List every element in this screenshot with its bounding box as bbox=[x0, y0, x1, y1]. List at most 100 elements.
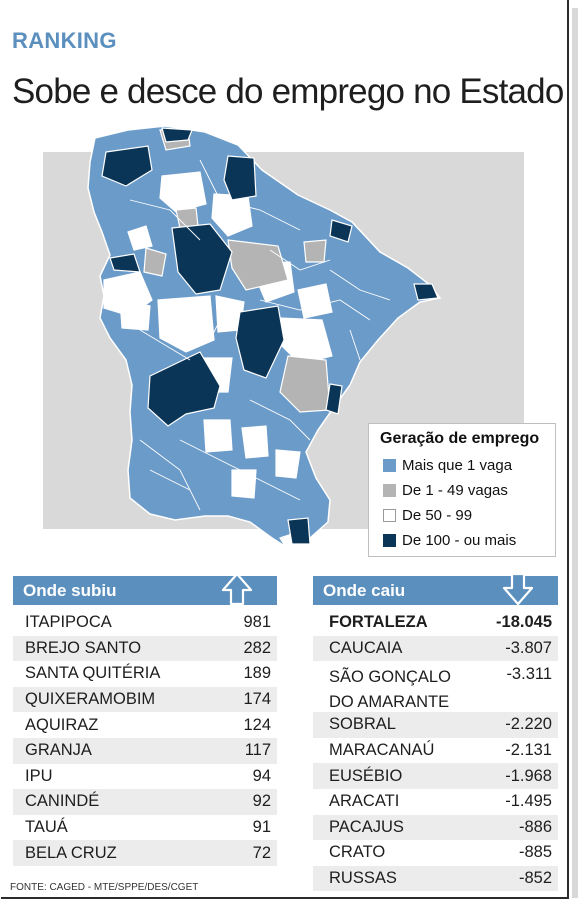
ranking-row: CANINDÉ 92 bbox=[13, 789, 277, 815]
city-name: QUIXERAMOBIM bbox=[25, 690, 156, 709]
map-legend: Geração de emprego Mais que 1 vaga De 1 … bbox=[368, 423, 556, 557]
city-value: 94 bbox=[252, 766, 271, 785]
onde-caiu-panel: Onde caiu FORTALEZA -18.045 CAUCAIA -3.807… bbox=[313, 572, 558, 892]
city-value: 117 bbox=[244, 741, 271, 760]
city-name: BELA CRUZ bbox=[25, 843, 117, 862]
city-value: -2.131 bbox=[505, 741, 552, 760]
ranking-row: SANTA QUITÉRIA 189 bbox=[13, 661, 277, 687]
ranking-row: RUSSAS -852 bbox=[313, 865, 558, 892]
city-name: AQUIRAZ bbox=[25, 715, 99, 734]
panel-header: Onde subiu bbox=[13, 572, 277, 606]
municipality-shape bbox=[119, 299, 151, 331]
city-name: SANTA QUITÉRIA bbox=[25, 664, 161, 683]
source-note: FONTE: CAGED - MTE/SPPE/DES/CGET bbox=[10, 882, 199, 893]
ranking-row: GRANJA 117 bbox=[13, 737, 277, 764]
ranking-row: PACAJUS -886 bbox=[313, 814, 558, 841]
city-value: -1.968 bbox=[505, 766, 552, 785]
legend-item: De 100 - ou mais bbox=[383, 530, 516, 550]
city-name: MARACANAÚ bbox=[329, 741, 435, 760]
municipality-shape bbox=[127, 225, 153, 251]
legend-title: Geração de emprego bbox=[380, 430, 540, 447]
city-name: TAUÁ bbox=[25, 818, 68, 837]
ranking-row: TAUÁ 91 bbox=[13, 815, 277, 841]
legend-label: De 100 - ou mais bbox=[402, 531, 517, 549]
ranking-row: CRATO -885 bbox=[313, 840, 558, 866]
municipality-shape bbox=[231, 469, 257, 499]
municipality-shape bbox=[413, 283, 439, 301]
ranking-row: EUSÉBIO -1.968 bbox=[313, 763, 558, 789]
municipality-shape bbox=[241, 425, 269, 459]
municipality-shape bbox=[171, 223, 233, 295]
legend-label: De 1 - 49 vagas bbox=[402, 481, 508, 499]
city-name: RUSSAS bbox=[329, 869, 397, 888]
city-value: 189 bbox=[243, 664, 271, 683]
legend-label: Mais que 1 vaga bbox=[402, 456, 513, 474]
ranking-row: ARACATI -1.495 bbox=[313, 789, 558, 815]
ranking-row: MARACANAÚ -2.131 bbox=[313, 738, 558, 764]
municipality-shape bbox=[303, 239, 327, 263]
up-arrow-icon bbox=[221, 572, 253, 606]
city-name: CANINDÉ bbox=[25, 792, 100, 811]
panel-title: Onde caiu bbox=[323, 580, 406, 600]
municipality-borders bbox=[129, 159, 391, 511]
city-value: -885 bbox=[518, 843, 552, 862]
municipality-shape bbox=[101, 145, 153, 187]
municipality-shape bbox=[325, 383, 343, 415]
city-value: -18.045 bbox=[496, 613, 552, 632]
legend-swatch bbox=[383, 458, 396, 472]
ranking-row: FORTALEZA -18.045 bbox=[313, 610, 558, 636]
ranking-row: AQUIRAZ 124 bbox=[13, 712, 277, 738]
frame-shadow bbox=[572, 8, 578, 898]
city-name: GRANJA bbox=[25, 741, 92, 760]
ranking-row: BELA CRUZ 72 bbox=[13, 840, 277, 866]
municipality-shape bbox=[279, 355, 331, 413]
municipality-shape bbox=[297, 283, 333, 319]
city-name: BREJO SANTO bbox=[25, 638, 142, 657]
legend-swatch bbox=[383, 483, 396, 497]
municipality-shape bbox=[175, 207, 199, 229]
panel-title: Onde subiu bbox=[23, 580, 117, 600]
ranking-row: SOBRAL -2.220 bbox=[313, 712, 558, 738]
municipality-shape bbox=[203, 419, 233, 453]
page-title: Sobe e desce do emprego no Estado bbox=[12, 72, 564, 111]
municipality-shape bbox=[275, 449, 301, 479]
city-name: PACAJUS bbox=[329, 817, 404, 836]
down-arrow-icon bbox=[502, 572, 534, 606]
infographic-frame bbox=[1, 0, 569, 899]
city-name: IPU bbox=[25, 766, 53, 785]
city-value: -3.807 bbox=[505, 638, 552, 657]
legend-item: Mais que 1 vaga bbox=[383, 455, 512, 475]
ranking-row: IPU 94 bbox=[13, 764, 277, 790]
ranking-row: SÃO GONÇALO DO AMARANTE -3.311 bbox=[313, 661, 558, 712]
city-value: 174 bbox=[243, 690, 271, 709]
city-value: 981 bbox=[243, 613, 271, 632]
city-name: SOBRAL bbox=[329, 715, 396, 734]
city-value: -1.495 bbox=[505, 792, 552, 811]
legend-item: De 50 - 99 bbox=[383, 505, 472, 525]
municipality-shape bbox=[223, 155, 257, 201]
city-value: -3.311 bbox=[506, 665, 552, 684]
city-value: -852 bbox=[518, 869, 552, 888]
city-value: 72 bbox=[252, 843, 271, 862]
municipality-shape bbox=[143, 247, 167, 277]
city-name: ARACATI bbox=[329, 792, 400, 811]
municipality-shape bbox=[109, 253, 141, 273]
municipality-shape bbox=[157, 295, 215, 353]
city-value: -886 bbox=[518, 817, 552, 836]
onde-subiu-panel: Onde subiu ITAPIPOCA 981 BREJO SANTO 282 S… bbox=[13, 572, 277, 866]
ranking-row: ITAPIPOCA 981 bbox=[13, 610, 277, 636]
municipality-shape bbox=[287, 517, 311, 545]
panel-header: Onde caiu bbox=[313, 572, 558, 606]
legend-item: De 1 - 49 vagas bbox=[383, 480, 508, 500]
municipality-shape bbox=[329, 219, 353, 243]
ceara-employment-map bbox=[88, 126, 440, 552]
ranking-row: BREJO SANTO 282 bbox=[13, 635, 277, 662]
city-name: EUSÉBIO bbox=[329, 766, 403, 785]
city-value: 282 bbox=[243, 638, 271, 657]
municipality-shape bbox=[147, 351, 221, 427]
municipality-shape bbox=[235, 305, 285, 379]
city-name: CRATO bbox=[329, 843, 386, 862]
legend-label: De 50 - 99 bbox=[402, 506, 473, 524]
kicker-label: RANKING bbox=[12, 28, 117, 53]
city-value: -2.220 bbox=[505, 715, 552, 734]
